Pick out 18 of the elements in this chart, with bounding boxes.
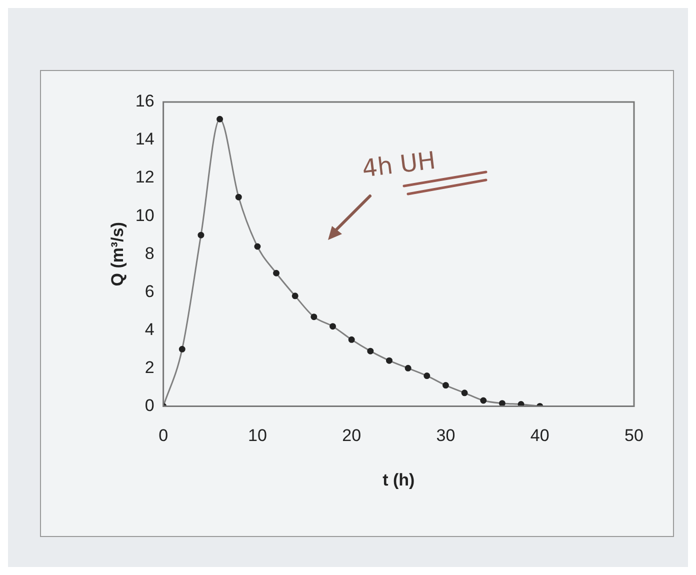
x-tick-label: 0 (158, 426, 168, 446)
y-tick-label: 6 (144, 282, 154, 301)
y-tick-label: 14 (135, 130, 154, 149)
y-axis-title: Q (m³/s) (108, 222, 127, 286)
x-tick-label: 50 (624, 426, 644, 446)
y-tick-label: 10 (135, 206, 154, 225)
x-tick-label: 20 (342, 426, 362, 446)
y-tick-label: 0 (144, 396, 154, 415)
x-tick-label: 30 (436, 426, 456, 446)
x-axis-title: t (h) (382, 470, 415, 490)
y-tick-label: 12 (135, 168, 154, 187)
annotation: 4h UH (360, 146, 438, 183)
y-tick-label: 2 (144, 358, 154, 377)
x-tick-label: 10 (248, 426, 267, 446)
y-tick-label: 16 (135, 92, 154, 111)
y-tick-label: 4 (144, 320, 154, 339)
x-tick-label: 40 (530, 426, 550, 446)
y-tick-label: 8 (144, 244, 154, 263)
